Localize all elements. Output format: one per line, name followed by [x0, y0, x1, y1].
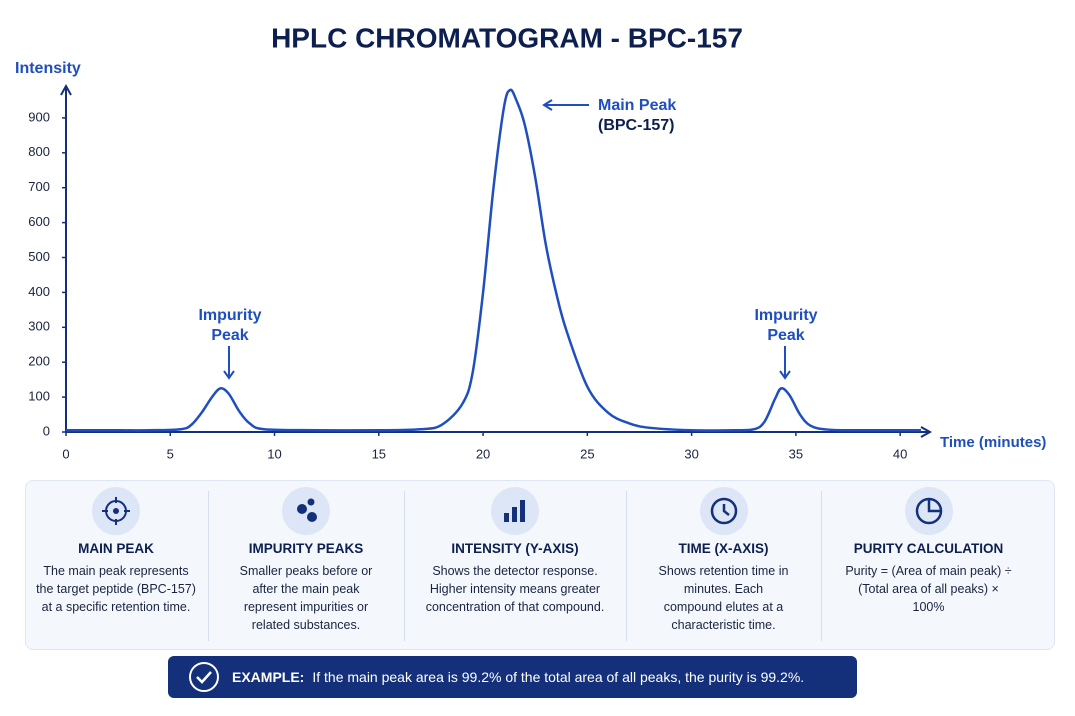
x-axis-label: Time (minutes) — [940, 434, 1046, 451]
card: PURITY CALCULATION Purity = (Area of mai… — [831, 481, 1026, 651]
card-title: MAIN PEAK — [78, 541, 154, 556]
y-tick-label: 100 — [28, 389, 50, 404]
annotation: Peak — [211, 327, 248, 344]
y-tick-label: 500 — [28, 249, 50, 264]
icon — [282, 487, 330, 535]
card-title: INTENSITY (Y-AXIS) — [451, 541, 579, 556]
icon — [699, 487, 748, 535]
chart-title: HPLC CHROMATOGRAM - BPC-157 — [271, 22, 743, 53]
icon — [491, 487, 539, 535]
card-text: Smaller peaks before or after the main p… — [239, 564, 373, 632]
card: MAIN PEAK The main peak represents the t… — [36, 481, 196, 651]
y-tick-label: 800 — [28, 144, 50, 159]
chromatogram-line — [66, 88, 922, 432]
annotation: Impurity — [198, 307, 261, 324]
y-tick-label: 600 — [28, 214, 50, 229]
y-tick-label: 700 — [28, 179, 50, 194]
x-tick-label: 35 — [789, 446, 803, 461]
annotation: Impurity — [754, 307, 817, 324]
icon — [904, 487, 953, 535]
example-label: EXAMPLE: — [232, 669, 305, 685]
card: TIME (X-AXIS) Shows retention time in mi… — [636, 481, 811, 651]
chart: HPLC CHROMATOGRAM - BPC-157 Intensity Ti… — [15, 22, 1046, 461]
example-bar: EXAMPLE: If the main peak area is 99.2% … — [168, 656, 857, 698]
card-title: PURITY CALCULATION — [853, 541, 1004, 556]
x-tick-label: 5 — [167, 446, 174, 461]
x-tick-label: 25 — [580, 446, 594, 461]
x-tick-label: 15 — [372, 446, 386, 461]
x-tick-label: 30 — [684, 446, 698, 461]
annotation-arrow — [542, 99, 589, 111]
card: INTENSITY (Y-AXIS) Shows the detector re… — [414, 481, 616, 651]
card-title: IMPURITY PEAKS — [248, 541, 364, 556]
card-text: Shows retention time in minutes. Each co… — [658, 564, 789, 632]
card-title: TIME (X-AXIS) — [678, 541, 769, 556]
annotation-arrow — [223, 346, 235, 380]
x-axis-arrow — [920, 426, 933, 438]
card-text: The main peak represents the target pept… — [36, 564, 196, 614]
y-tick-label: 300 — [28, 319, 50, 334]
y-tick-label: 200 — [28, 354, 50, 369]
annotation-arrow — [779, 346, 791, 380]
info-panel: MAIN PEAK The main peak represents the t… — [25, 480, 1055, 650]
card-text: Shows the detector response. Higher inte… — [425, 564, 605, 614]
separator — [821, 491, 822, 641]
annotation: Peak — [767, 327, 804, 344]
icon — [92, 487, 140, 535]
y-axis-arrow — [60, 83, 72, 96]
separator — [626, 491, 627, 641]
annotation: Main Peak — [598, 97, 676, 114]
x-tick-label: 20 — [476, 446, 490, 461]
x-tick-label: 10 — [267, 446, 281, 461]
annotation: (BPC-157) — [598, 117, 674, 134]
card: IMPURITY PEAKS Smaller peaks before or a… — [218, 481, 394, 651]
separator — [208, 491, 209, 641]
check-icon — [189, 662, 219, 692]
x-tick-label: 40 — [893, 446, 907, 461]
card-text: Purity = (Area of main peak) ÷ (Total ar… — [845, 564, 1012, 614]
y-tick-label: 400 — [28, 284, 50, 299]
x-tick-label: 0 — [62, 446, 69, 461]
separator — [404, 491, 405, 641]
y-axis-label: Intensity — [15, 60, 81, 77]
example-text: If the main peak area is 99.2% of the to… — [312, 669, 805, 685]
y-tick-label: 0 — [43, 423, 50, 438]
y-tick-label: 900 — [28, 109, 50, 124]
